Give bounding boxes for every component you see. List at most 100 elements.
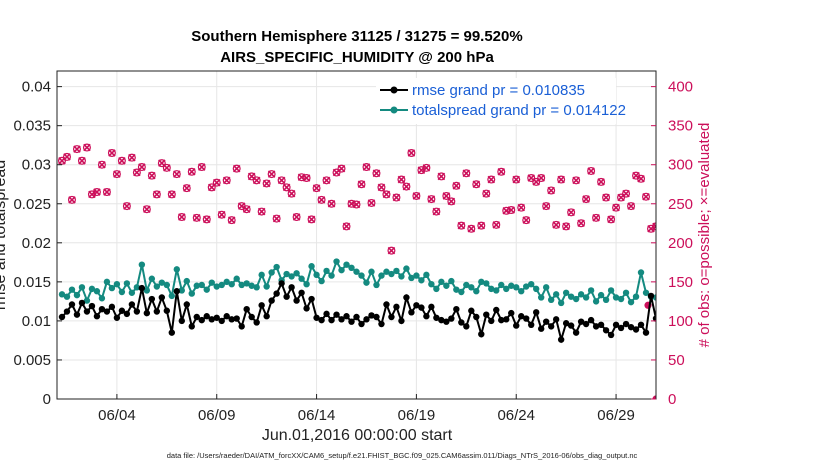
rmse-point [607,331,615,339]
obs-possible-point [232,164,241,173]
obs-possible-point [612,203,621,212]
obs-evaluated-point [98,160,106,169]
obs-evaluated-point [407,149,416,157]
rmse-point [368,312,375,319]
x-tick-label: 06/04 [98,407,136,424]
obs-evaluated-point [292,213,301,221]
rmse-point [208,316,215,323]
obs-evaluated-point [552,221,560,229]
obs-evaluated-point [342,222,351,231]
rmse-point [103,308,111,315]
rmse-point [498,316,505,324]
obs-possible-point [252,176,261,185]
totalspread-point [218,281,225,289]
rmse-point [587,316,595,324]
obs-possible-point [362,163,371,172]
totalspread-point [258,271,265,279]
rmse-point [288,284,295,291]
obs-possible-point [582,195,591,204]
rmse-point [373,313,380,321]
obs-evaluated-point [492,221,501,229]
rmse-point [488,317,495,325]
obs-evaluated-point [357,180,366,189]
totalspread-point [138,261,146,268]
totalspread-point [248,282,255,289]
obs-evaluated-point [252,176,261,185]
totalspread-point [288,273,295,280]
totalspread-point [78,284,86,291]
totalspread-point [533,285,540,293]
obs-evaluated-point [627,202,635,210]
totalspread-point [188,290,195,297]
y-axis-right-label: # of obs: o=possible; ×=evaluated [696,123,713,348]
rmse-point [123,310,131,318]
totalspread-point [592,298,600,305]
totalspread-point [463,281,470,289]
obs-evaluated-point [472,180,481,189]
rmse-point [523,315,530,322]
legend: rmse grand pr = 0.010835 totalspread gra… [376,78,626,124]
totalspread-point [338,266,345,274]
rmse-point [128,301,136,308]
totalspread-point [448,277,455,285]
grid [57,71,656,400]
obs-evaluated-point [487,175,496,184]
obs-evaluated-point [173,170,181,178]
obs-possible-point [432,207,441,216]
obs-possible-point [57,156,66,165]
obs-evaluated-point [542,202,550,210]
obs-evaluated-point [302,174,311,182]
obs-possible-point [107,149,116,158]
obs-possible-point [547,186,556,195]
obs-evaluated-point [73,145,81,153]
obs-evaluated-point [397,175,406,184]
obs-possible-point [172,170,181,179]
obs-possible-point [447,197,456,206]
rmse-point [533,309,540,316]
y-left-tick-label: 0.035 [13,118,51,135]
rmse-point [268,297,275,304]
rmse-point [388,313,395,321]
obs-evaluated-point [462,169,471,178]
obs-possible-point [532,177,541,186]
obs-evaluated-point [612,203,620,212]
rmse-point [528,321,535,329]
obs-possible-point [277,176,286,185]
obs-possible-point [182,184,191,193]
obs-evaluated-point [168,190,176,199]
rmse-point [203,313,210,320]
rmse-point [622,320,630,328]
totalspread-point [93,288,101,295]
rmse-point [443,318,450,325]
totalspread-point [468,284,475,291]
totalspread-point [268,269,275,276]
rmse-point [418,304,425,311]
obs-evaluated-point [222,176,231,185]
totalspread-point [178,287,185,294]
rmse-point [168,329,176,336]
totalspread-point [208,279,215,286]
obs-possible-point [387,246,396,255]
rmse-point [228,316,235,323]
obs-possible-point [472,180,481,189]
rmse-point [453,305,460,313]
rmse-point [153,308,161,315]
totalspread-point [118,288,126,296]
totalspread-point [58,291,66,298]
obs-possible-point [577,219,586,228]
totalspread-point [562,289,570,296]
obs-possible-point [452,181,461,190]
rmse-point [88,302,96,310]
obs-evaluated-point [93,188,101,196]
rmse-point [433,314,440,321]
totalspread-point [103,278,111,286]
rmse-point [378,320,385,328]
totalspread-point [388,270,395,278]
obs-evaluated-point [193,214,201,222]
rmse-point [637,321,645,329]
totalspread-point [83,297,91,304]
totalspread-point [383,268,390,275]
obs-possible-point [262,179,271,188]
totalspread-point [343,261,350,268]
obs-evaluated-point [602,193,610,202]
